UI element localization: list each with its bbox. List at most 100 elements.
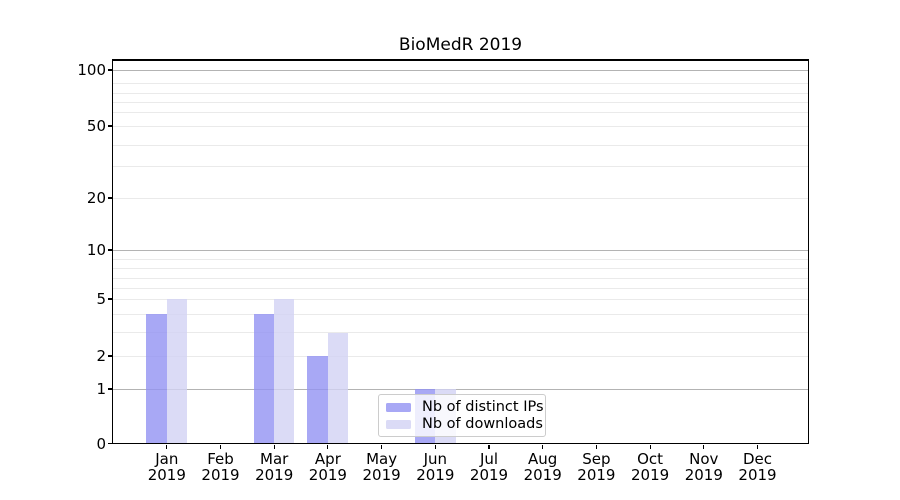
- y-tick-label: 10: [86, 241, 106, 259]
- bar-downloads: [327, 332, 349, 444]
- gridline-minor: [113, 101, 808, 103]
- y-tick-label: 20: [86, 189, 106, 207]
- bar-distinct-ips: [307, 356, 328, 444]
- x-tick: [381, 444, 383, 449]
- gridline-minor: [113, 111, 808, 113]
- legend-entry-downloads: Nb of downloads: [386, 416, 543, 433]
- gridline-minor: [113, 287, 808, 289]
- gridline-minor: [113, 83, 808, 84]
- x-tick: [166, 444, 168, 449]
- x-tick-label: Apr 2019: [297, 450, 359, 484]
- x-tick-label-month: Dec: [742, 450, 773, 468]
- y-tick: [108, 442, 113, 445]
- bar-downloads: [166, 299, 188, 444]
- x-tick: [756, 444, 759, 449]
- y-tick: [108, 298, 113, 300]
- x-tick-label-month: May: [366, 450, 398, 468]
- legend-swatch-downloads: [386, 419, 411, 430]
- gridline-minor: [113, 93, 808, 94]
- x-tick-label-year: 2019: [255, 465, 294, 484]
- gridline-minor: [113, 313, 808, 315]
- y-tick-label: 1: [96, 380, 106, 398]
- bar-distinct-ips: [146, 314, 167, 444]
- axis-spine-bottom: [112, 443, 809, 445]
- x-tick-label-year: 2019: [738, 465, 777, 484]
- legend: Nb of distinct IPs Nb of downloads: [378, 394, 546, 437]
- gridline-major: [113, 388, 808, 390]
- chart-title: BioMedR 2019: [398, 35, 523, 55]
- x-tick-label-year: 2019: [469, 465, 509, 484]
- bar-distinct-ips: [253, 314, 275, 444]
- gridline-minor: [113, 298, 808, 300]
- x-tick: [542, 444, 544, 449]
- gridline-minor: [113, 332, 808, 333]
- gridline-minor: [113, 268, 808, 269]
- legend-swatch-distinct-ips: [386, 402, 411, 413]
- x-tick-label-month: Jan: [155, 450, 179, 468]
- legend-label-distinct-ips: Nb of distinct IPs: [422, 399, 544, 415]
- x-tick-label: Oct 2019: [619, 450, 681, 483]
- x-tick: [703, 444, 705, 449]
- x-tick-label-year: 2019: [308, 465, 347, 484]
- x-tick-label: Jun 2019: [404, 450, 466, 483]
- x-tick-label: Feb 2019: [190, 450, 252, 484]
- legend-entry-distinct-ips: Nb of distinct IPs: [386, 399, 544, 416]
- y-tick: [108, 69, 113, 71]
- x-tick-label-month: Aug: [528, 450, 558, 468]
- gridline-minor: [113, 144, 808, 146]
- x-tick-label-month: Jun: [423, 450, 448, 468]
- y-tick-label: 5: [96, 290, 106, 308]
- x-tick-label-month: Jul: [479, 450, 499, 468]
- x-tick-label-month: Oct: [637, 450, 664, 468]
- x-tick-label: Jan 2019: [136, 450, 198, 484]
- y-tick-label: 100: [77, 61, 106, 79]
- x-tick-label-year: 2019: [362, 465, 401, 484]
- x-tick-label-month: Nov: [689, 450, 719, 468]
- x-tick-label-month: Apr: [314, 450, 341, 468]
- x-tick-label: May 2019: [351, 450, 413, 484]
- x-tick-label-year: 2019: [201, 465, 240, 484]
- x-tick-label-month: Mar: [260, 450, 289, 468]
- x-tick-label-year: 2019: [577, 465, 616, 484]
- gridline-major: [113, 249, 808, 251]
- gridline-minor: [113, 125, 808, 127]
- x-tick-label-month: Sep: [582, 450, 611, 468]
- y-tick-label: 50: [86, 117, 106, 135]
- gridline-minor: [113, 355, 808, 357]
- x-tick-label: Mar 2019: [243, 450, 305, 484]
- x-tick-label: Jul 2019: [458, 450, 520, 484]
- gridline-minor: [113, 278, 808, 279]
- axis-spine-left: [112, 59, 114, 445]
- x-tick-label-month: Feb: [207, 450, 234, 468]
- plot-area: Nb of distinct IPs Nb of downloads: [113, 60, 808, 444]
- x-tick: [273, 444, 275, 449]
- x-tick: [434, 444, 436, 449]
- gridline-minor: [113, 166, 808, 167]
- x-tick-label-year: 2019: [523, 465, 562, 484]
- y-tick-label: 2: [96, 347, 106, 365]
- y-tick-label: 0: [96, 434, 106, 453]
- axis-spine-top: [112, 59, 809, 61]
- x-tick-label: Dec 2019: [727, 450, 789, 484]
- gridline-minor: [113, 197, 808, 199]
- y-tick: [108, 249, 113, 251]
- x-tick: [327, 444, 329, 449]
- x-tick: [595, 444, 597, 449]
- y-tick: [108, 197, 113, 199]
- x-tick-label: Aug 2019: [512, 450, 574, 484]
- y-tick: [108, 125, 113, 127]
- x-tick-label-year: 2019: [147, 465, 186, 484]
- x-tick-label: Sep 2019: [565, 450, 627, 484]
- gridline-minor: [113, 258, 808, 260]
- gridline-major: [113, 69, 808, 71]
- x-tick-label-year: 2019: [684, 465, 723, 484]
- x-tick: [219, 444, 222, 449]
- y-tick: [108, 388, 113, 390]
- x-tick: [649, 444, 651, 449]
- y-tick: [108, 355, 113, 357]
- x-tick-label: Nov 2019: [673, 450, 735, 484]
- legend-label-downloads: Nb of downloads: [422, 416, 543, 432]
- axis-spine-right: [807, 59, 809, 445]
- bar-downloads: [274, 299, 295, 444]
